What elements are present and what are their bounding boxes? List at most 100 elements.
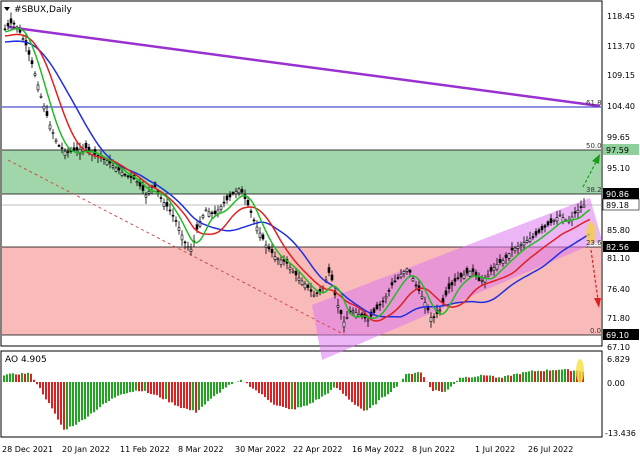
ao-bar: [168, 382, 170, 403]
ao-bar: [57, 382, 59, 420]
ao-bar: [447, 382, 449, 390]
candle-body: [453, 278, 457, 282]
ao-bar: [6, 374, 8, 382]
candle-body: [27, 50, 31, 55]
candle-body: [327, 267, 331, 273]
candle-body: [222, 201, 226, 204]
ao-bar: [369, 382, 371, 409]
candle-body: [57, 145, 61, 147]
ao-label: AO 4.905: [5, 355, 47, 365]
ao-bar: [210, 382, 212, 399]
price-label: 76.40: [607, 285, 630, 294]
price-label: 95.10: [607, 164, 630, 173]
candle-body: [66, 151, 70, 153]
candle-body: [372, 308, 376, 313]
ao-bar: [27, 372, 29, 382]
ao-bar: [306, 382, 308, 406]
ao-bar: [63, 382, 65, 430]
svg-text:82.56: 82.56: [606, 243, 629, 252]
ao-bar: [417, 372, 419, 382]
candle-body: [249, 210, 253, 213]
ao-bar: [372, 382, 374, 406]
candle-body: [264, 244, 268, 248]
candle-body: [294, 271, 298, 276]
ao-bar: [495, 377, 497, 382]
ao-bar: [522, 372, 524, 382]
candle-body: [141, 185, 145, 191]
ao-bar: [534, 371, 536, 382]
ao-bar: [159, 382, 161, 398]
fib-label-0: 0.0: [590, 327, 601, 335]
candle-body: [174, 220, 178, 222]
chart-title: #SBUX,Daily: [14, 5, 72, 15]
ao-bar: [255, 382, 257, 391]
candle-body: [291, 270, 295, 273]
ao-bar: [219, 382, 221, 393]
candle-body: [114, 167, 118, 172]
candle-body: [492, 267, 496, 271]
ao-bar: [114, 382, 116, 398]
ao-bar: [195, 382, 197, 413]
collapse-triangle-icon[interactable]: [4, 7, 10, 11]
ao-bar: [93, 382, 95, 413]
ao-bar: [48, 382, 50, 404]
ao-bar: [36, 382, 38, 385]
candle-body: [219, 205, 223, 210]
candle-body: [534, 231, 538, 236]
candle-body: [366, 319, 370, 322]
ao-bar: [105, 382, 107, 403]
ao-bar: [540, 371, 542, 382]
ao-bar: [561, 369, 563, 382]
ao-bar: [174, 382, 176, 406]
candle-body: [9, 18, 13, 24]
price-badge-82: 82.56: [603, 241, 639, 252]
ao-bar: [441, 382, 443, 392]
candle-body: [498, 258, 502, 263]
price-label: 67.10: [607, 343, 630, 352]
candle-body: [45, 111, 49, 116]
candle-body: [315, 292, 319, 295]
ao-axis: 6.829 0.00 -13.436: [605, 355, 636, 438]
fib-label-50: 50.0: [586, 142, 602, 150]
candle-body: [39, 95, 43, 98]
ao-bar: [69, 382, 71, 427]
time-label: 28 Dec 2021: [2, 445, 53, 454]
candle-body: [582, 204, 586, 208]
ao-bar: [21, 373, 23, 382]
candle-body: [426, 306, 430, 311]
ao-bar: [222, 382, 224, 389]
ao-bar: [459, 377, 461, 382]
candle-body: [183, 241, 187, 244]
price-badge-69: 69.10: [603, 329, 639, 340]
ao-bar: [267, 382, 269, 400]
candle-body: [120, 171, 124, 176]
candle-body: [378, 303, 382, 306]
ao-bar: [117, 382, 119, 396]
ao-bar: [405, 373, 407, 382]
candle-body: [519, 244, 523, 246]
ao-bar: [330, 382, 332, 391]
ao-bar: [528, 371, 530, 382]
candle-body: [384, 295, 388, 299]
candle-body: [312, 294, 316, 297]
ao-bar: [30, 373, 32, 382]
candle-body: [528, 238, 532, 242]
candle-body: [549, 218, 553, 224]
ao-bar: [12, 373, 14, 382]
ao-bar: [543, 371, 545, 382]
candle-body: [414, 284, 418, 287]
ao-bar: [552, 370, 554, 382]
svg-text:97.59: 97.59: [606, 146, 629, 155]
ao-yellow-marker: [576, 359, 584, 383]
ao-bar: [375, 382, 377, 405]
candle-body: [462, 274, 466, 279]
ao-bar: [78, 382, 80, 422]
ao-bar: [246, 382, 248, 384]
ao-bar: [180, 382, 182, 409]
ao-bar: [489, 375, 491, 382]
candle-body: [306, 284, 310, 288]
candle-body: [126, 175, 130, 178]
ao-scale-label: 0.00: [607, 379, 625, 388]
ao-bar: [516, 373, 518, 382]
